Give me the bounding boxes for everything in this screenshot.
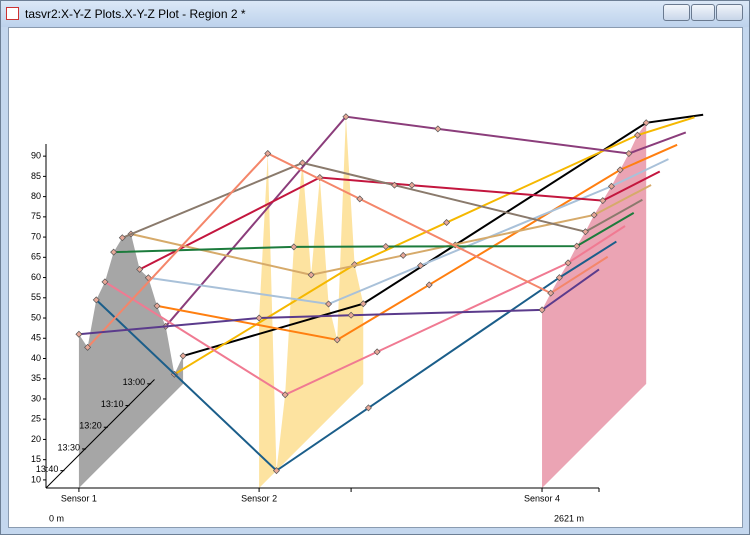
x-category-label: Sensor 1 [61, 493, 97, 503]
point-marker [590, 211, 598, 219]
y-tick-label: 70 [31, 231, 41, 241]
point-marker [373, 348, 381, 356]
point-marker [84, 343, 92, 351]
z-tick-label: 13:40 [36, 464, 59, 474]
y-tick-label: 35 [31, 373, 41, 383]
point-marker [307, 271, 315, 279]
sensor-fill [78, 233, 184, 488]
point-marker [417, 262, 425, 270]
point-marker [101, 278, 109, 286]
window-icon [6, 7, 19, 20]
point-marker [75, 330, 83, 338]
y-tick-label: 20 [31, 434, 41, 444]
close-button[interactable] [716, 4, 743, 21]
y-tick-label: 90 [31, 151, 41, 161]
point-marker [272, 467, 280, 475]
point-marker [299, 159, 306, 167]
y-tick-label: 65 [31, 252, 41, 262]
z-tick-label: 13:20 [79, 421, 102, 431]
point-marker [555, 274, 563, 282]
point-marker [342, 113, 350, 121]
point-marker [347, 311, 355, 319]
point-marker [359, 300, 367, 308]
point-marker [616, 166, 624, 174]
minimize-button[interactable] [663, 4, 690, 21]
point-marker [390, 181, 398, 189]
maximize-button[interactable] [691, 4, 715, 21]
series-line [113, 212, 635, 254]
y-tick-label: 75 [31, 211, 41, 221]
y-tick-label: 30 [31, 393, 41, 403]
point-marker [382, 242, 390, 250]
y-tick-label: 40 [31, 353, 41, 363]
point-marker [434, 125, 442, 133]
point-marker [599, 197, 607, 205]
y-tick-label: 15 [31, 454, 41, 464]
point-marker [581, 228, 589, 236]
point-marker [538, 306, 546, 314]
x-tick-label: 2621 m [554, 513, 584, 523]
window-title: tasvr2:X-Y-Z Plots.X-Y-Z Plot - Region 2… [25, 7, 246, 21]
point-marker [281, 391, 289, 399]
y-tick-label: 55 [31, 292, 41, 302]
point-marker [607, 182, 615, 190]
point-marker [634, 131, 642, 139]
point-marker [136, 265, 144, 273]
z-tick-label: 13:00 [123, 377, 146, 387]
point-marker [333, 336, 341, 344]
point-marker [408, 181, 416, 189]
y-tick-label: 60 [31, 272, 41, 282]
title-bar: tasvr2:X-Y-Z Plots.X-Y-Z Plot - Region 2… [1, 1, 749, 27]
point-marker [564, 259, 572, 267]
point-marker [573, 242, 581, 250]
y-tick-label: 45 [31, 333, 41, 343]
x-category-label: Sensor 4 [524, 493, 560, 503]
point-marker [547, 289, 555, 297]
point-marker [110, 248, 118, 256]
sensor-fill [542, 122, 647, 489]
point-marker [92, 296, 100, 304]
z-tick-label: 13:10 [101, 399, 124, 409]
point-marker [179, 352, 187, 360]
point-marker [118, 234, 126, 242]
point-marker [364, 404, 372, 412]
point-marker [642, 119, 650, 127]
point-marker [399, 251, 407, 259]
point-marker [425, 281, 433, 289]
point-marker [264, 150, 272, 158]
point-marker [290, 243, 298, 251]
y-tick-label: 80 [31, 191, 41, 201]
z-tick-label: 13:30 [58, 442, 81, 452]
point-marker [625, 150, 633, 158]
point-marker [443, 219, 451, 227]
point-marker [153, 302, 161, 310]
y-tick-label: 85 [31, 171, 41, 181]
point-marker [325, 300, 333, 308]
x-category-label: Sensor 2 [241, 493, 277, 503]
y-tick-label: 25 [31, 414, 41, 424]
point-marker [356, 195, 364, 203]
y-tick-label: 50 [31, 312, 41, 322]
z-axis [45, 379, 155, 489]
x-tick-label: 0 m [49, 513, 64, 523]
y-tick-label: 10 [31, 474, 41, 484]
point-marker [255, 314, 263, 322]
